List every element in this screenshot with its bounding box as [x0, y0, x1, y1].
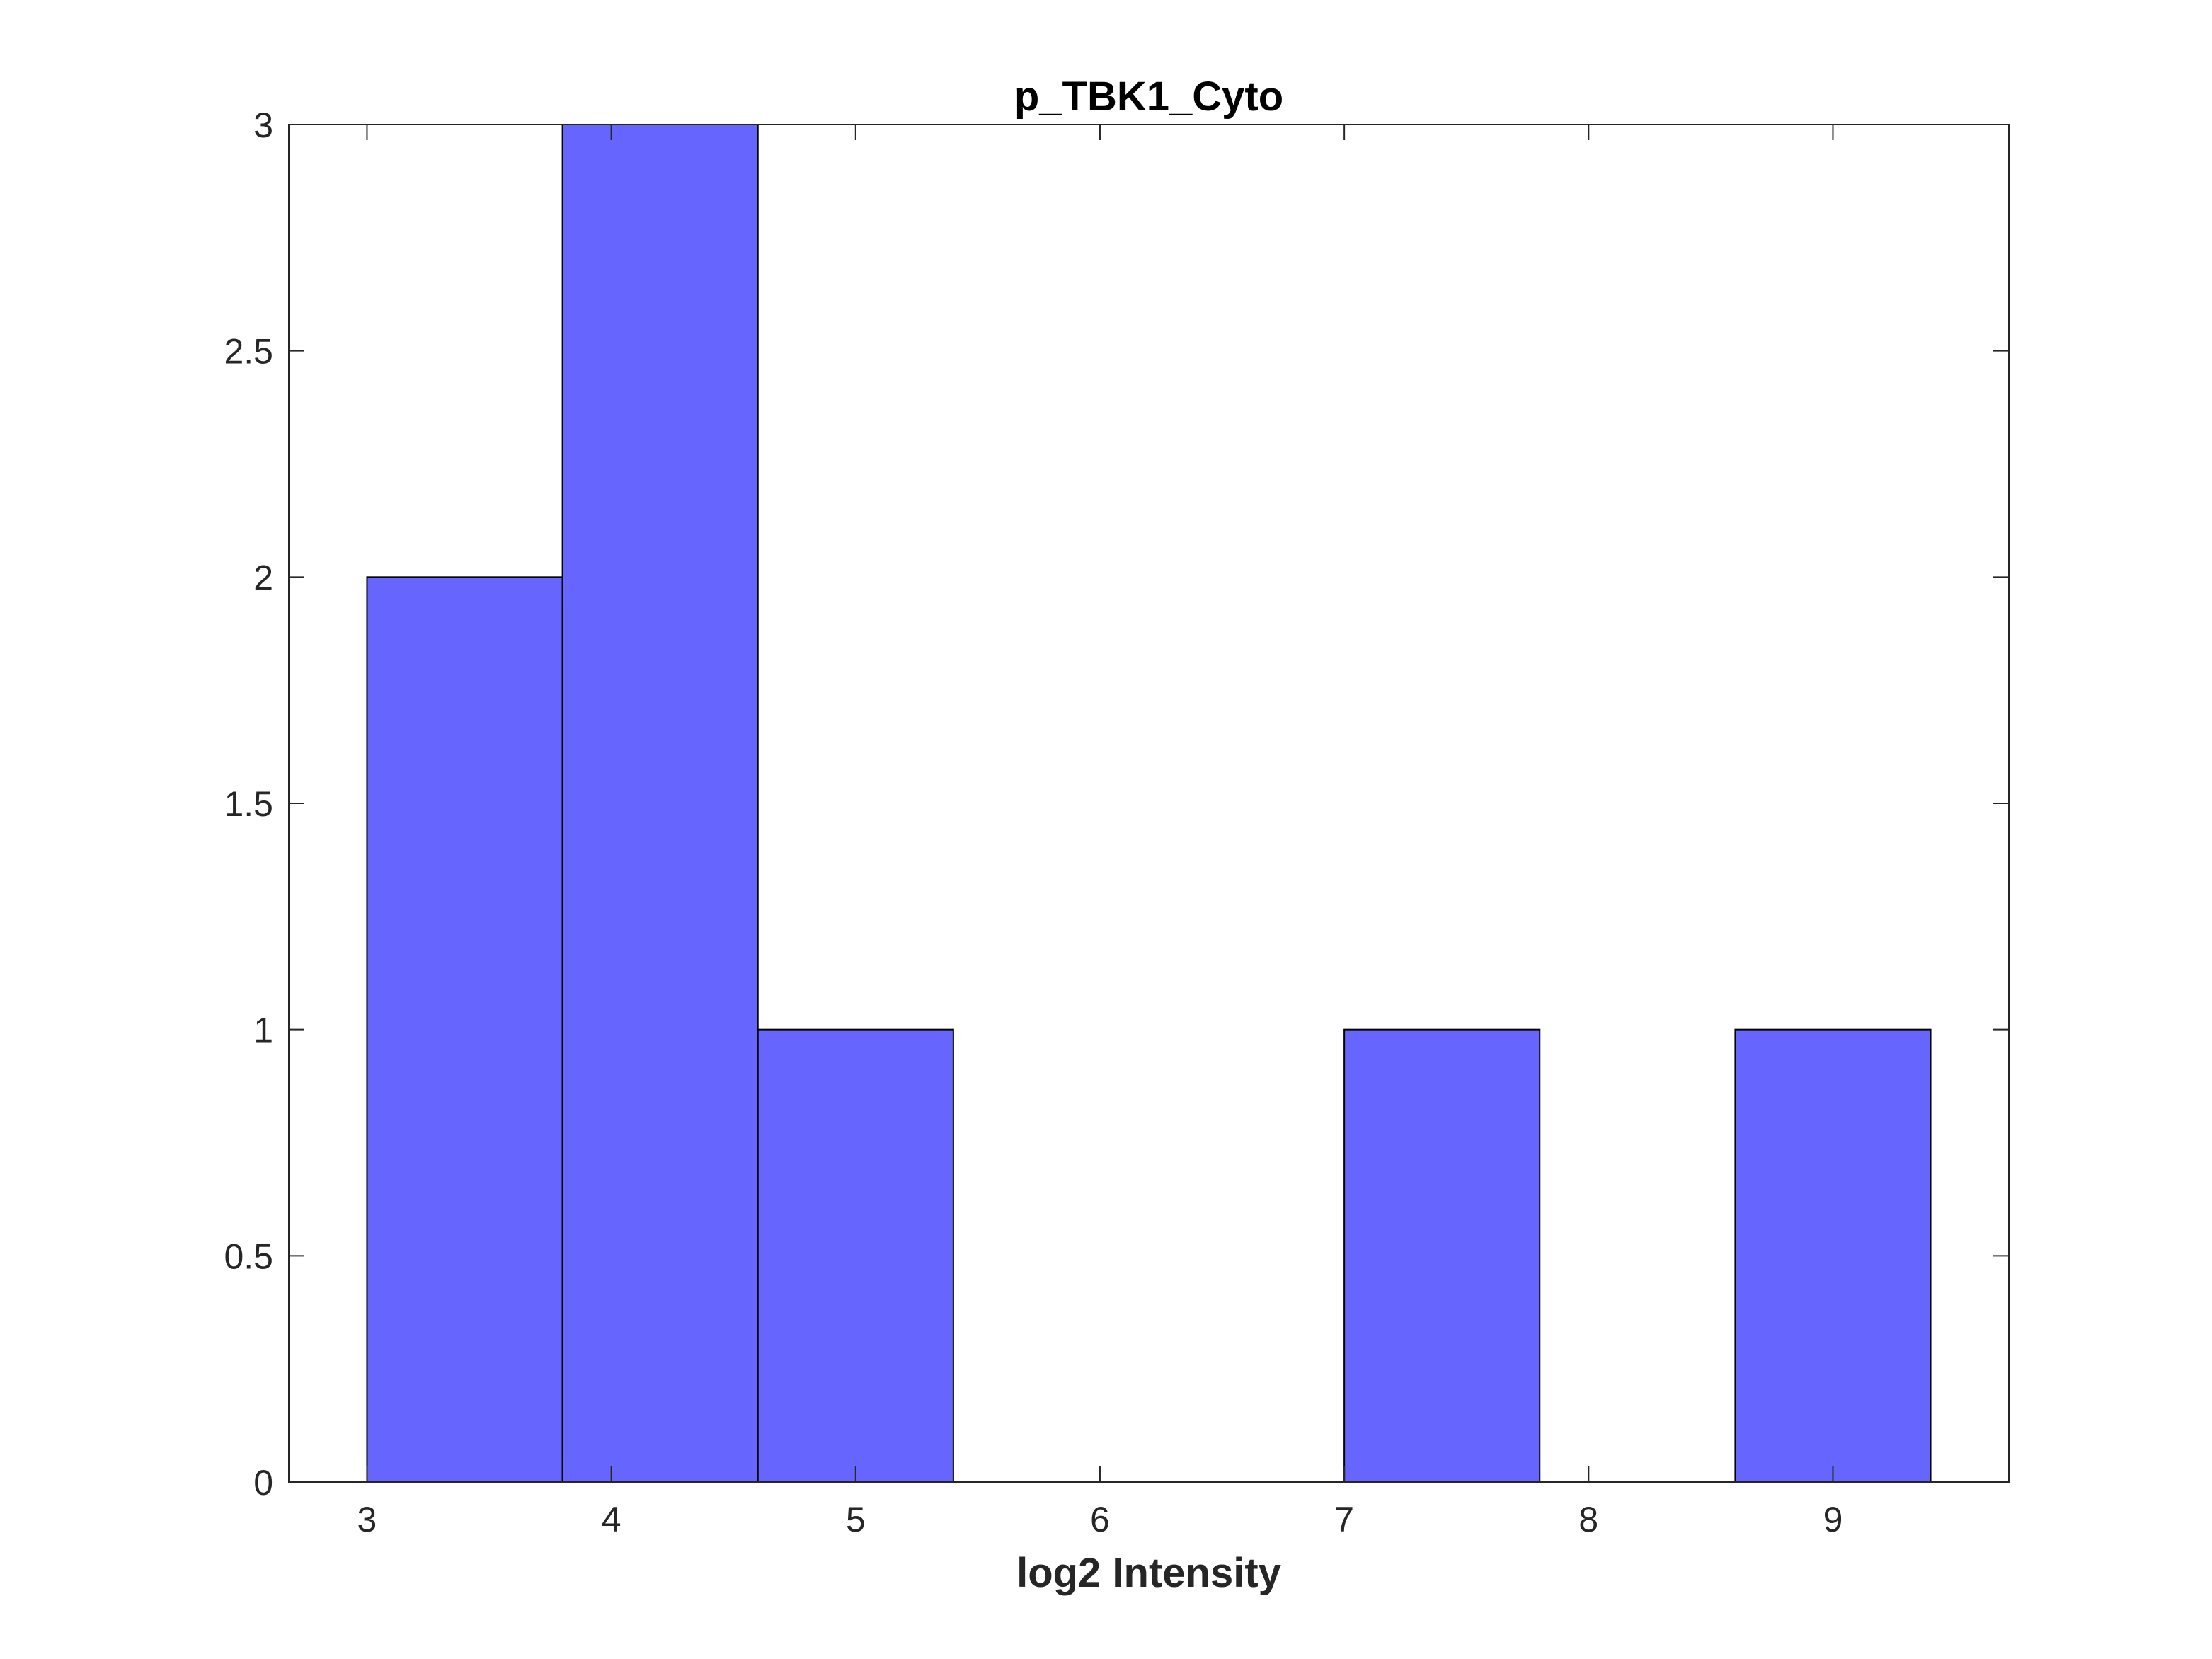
- y-tick-label: 3: [253, 105, 273, 145]
- chart-title: p_TBK1_Cyto: [1014, 74, 1283, 120]
- bars-group: [366, 124, 1932, 1483]
- histogram-bar: [1343, 1028, 1541, 1483]
- x-tick-label: 8: [1578, 1500, 1598, 1539]
- y-tick-label: 2.5: [224, 332, 273, 372]
- histogram-bar: [757, 1028, 954, 1483]
- y-tick-label: 2: [253, 558, 273, 597]
- y-tick-label: 0.5: [224, 1236, 273, 1276]
- x-tick-label: 6: [1090, 1500, 1110, 1539]
- y-tick-label: 1.5: [224, 784, 273, 824]
- x-axis-title: log2 Intensity: [1016, 1550, 1281, 1596]
- y-tick-label: 0: [253, 1463, 273, 1503]
- x-tick-label: 5: [846, 1500, 866, 1539]
- axes-group: 3 4 5 6 7 8 9 0 0.5 1 1.5 2 2.5 3: [224, 105, 2010, 1539]
- histogram-bar: [1734, 1028, 1932, 1483]
- histogram-bar: [561, 124, 759, 1483]
- x-tick-label: 3: [357, 1500, 377, 1539]
- x-tick-label: 4: [602, 1500, 621, 1539]
- x-tick-label: 9: [1823, 1500, 1843, 1539]
- x-tick-label: 7: [1334, 1500, 1354, 1539]
- histogram-bar: [366, 576, 563, 1483]
- y-tick-label: 1: [253, 1011, 273, 1050]
